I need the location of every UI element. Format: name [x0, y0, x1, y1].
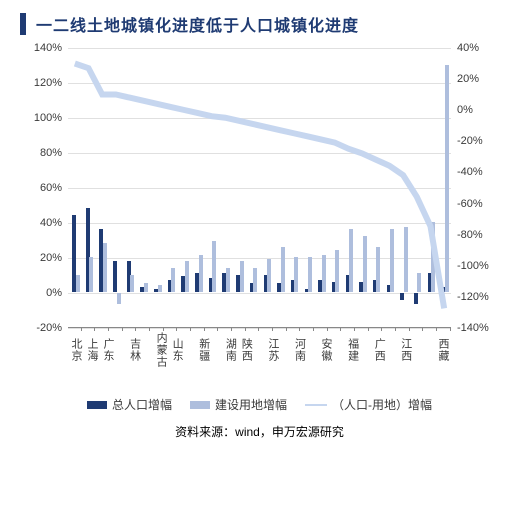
y-tick-right: 20%: [457, 73, 493, 85]
x-label: 吉林: [127, 330, 143, 368]
x-label: [424, 330, 435, 368]
x-label: [185, 330, 196, 368]
x-label: 北京: [68, 330, 84, 368]
x-label: 广西: [371, 330, 387, 368]
chart-container: 一二线土地城镇化进度低于人口城镇化进度 -20% 0% 20% 40% 60% 80% 10…: [0, 0, 519, 448]
x-label: 西藏: [435, 330, 451, 368]
x-label: 陕西: [238, 330, 254, 368]
y-tick-right: -80%: [457, 229, 493, 241]
x-label: 江西: [398, 330, 414, 368]
x-label: 内蒙古: [153, 330, 169, 368]
y-tick-left: 60%: [26, 182, 62, 194]
x-label: 山东: [169, 330, 185, 368]
y-tick-left: 20%: [26, 252, 62, 264]
y-tick-right: 40%: [457, 42, 493, 54]
x-label: 福建: [345, 330, 361, 368]
legend-label: 总人口增幅: [112, 396, 172, 413]
legend-label: （人口-用地）增幅: [332, 396, 432, 413]
chart-title: 一二线土地城镇化进度低于人口城镇化进度: [36, 12, 359, 36]
legend-swatch-icon: [190, 401, 210, 409]
legend-line-icon: [305, 404, 327, 406]
x-label: [212, 330, 223, 368]
legend-item: 总人口增幅: [87, 396, 172, 413]
legend: 总人口增幅 建设用地增幅 （人口-用地）增幅: [20, 396, 499, 413]
y-tick-left: 140%: [26, 42, 62, 54]
y-tick-right: -40%: [457, 166, 493, 178]
chart-area: -20%0%20%40%60%80%100%120%140% -140%-120…: [26, 48, 493, 388]
y-tick-right: -120%: [457, 291, 493, 303]
y-tick-left: -20%: [26, 322, 62, 334]
x-label: [254, 330, 265, 368]
x-axis-labels: 北京上海广东吉林内蒙古山东新疆湖南陕西江苏河南安徽福建广西江西西藏: [68, 330, 451, 368]
x-label: 河南: [291, 330, 307, 368]
x-label: 安徽: [318, 330, 334, 368]
y-tick-left: 40%: [26, 217, 62, 229]
x-label: 广东: [100, 330, 116, 368]
y-tick-right: 0%: [457, 104, 493, 116]
y-tick-right: -100%: [457, 260, 493, 272]
title-accent-bar: [20, 13, 26, 35]
x-label: [143, 330, 154, 368]
x-label: [281, 330, 292, 368]
y-axis-left: -20%0%20%40%60%80%100%120%140%: [26, 48, 66, 328]
x-label: [334, 330, 345, 368]
legend-swatch-icon: [87, 401, 107, 409]
x-label: [307, 330, 318, 368]
y-tick-right: -140%: [457, 322, 493, 334]
y-tick-left: 0%: [26, 287, 62, 299]
y-axis-right: -140%-120%-100%-80%-60%-40%-20%0%20%40%: [453, 48, 493, 328]
legend-item: （人口-用地）增幅: [305, 396, 432, 413]
y-tick-right: -20%: [457, 135, 493, 147]
y-tick-left: 80%: [26, 147, 62, 159]
x-label: [116, 330, 127, 368]
x-label: 江苏: [265, 330, 281, 368]
legend-item: 建设用地增幅: [190, 396, 287, 413]
x-label: 湖南: [222, 330, 238, 368]
y-tick-right: -60%: [457, 198, 493, 210]
x-label: [414, 330, 425, 368]
x-label: 上海: [84, 330, 100, 368]
y-tick-left: 100%: [26, 112, 62, 124]
legend-label: 建设用地增幅: [215, 396, 287, 413]
line-diff: [75, 64, 444, 309]
x-label: 新疆: [196, 330, 212, 368]
plot-area: [68, 48, 451, 328]
x-label: [361, 330, 372, 368]
source-text: 资料来源：wind，申万宏源研究: [20, 423, 499, 440]
title-row: 一二线土地城镇化进度低于人口城镇化进度: [20, 12, 499, 36]
y-tick-left: 120%: [26, 77, 62, 89]
line-layer: [68, 48, 451, 327]
x-label: [387, 330, 398, 368]
